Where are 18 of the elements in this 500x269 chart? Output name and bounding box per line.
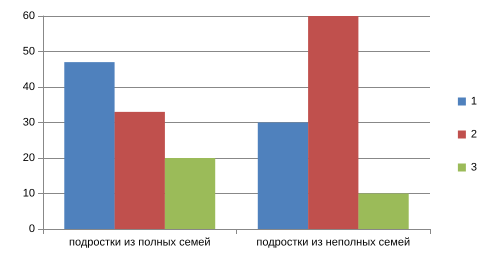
y-tick-label: 10 <box>22 188 35 200</box>
bar <box>114 112 165 229</box>
legend-label: 1 <box>470 96 478 108</box>
x-tick-label: подростки из полных семей <box>68 236 211 248</box>
bar <box>164 158 216 229</box>
y-tick-label: 40 <box>22 81 35 93</box>
y-tick-label: 50 <box>22 46 35 58</box>
legend-label: 3 <box>470 162 478 174</box>
y-tick-label: 30 <box>22 116 35 128</box>
legend-label: 2 <box>470 128 478 140</box>
bar <box>358 194 409 229</box>
x-tick-label: подростки из неполных семей <box>256 236 410 248</box>
y-tick-label: 20 <box>22 152 35 164</box>
y-tick-label: 60 <box>22 10 35 22</box>
y-tick-label: 0 <box>28 223 35 235</box>
bar <box>64 62 115 229</box>
bar <box>258 122 308 229</box>
bar <box>308 16 358 229</box>
